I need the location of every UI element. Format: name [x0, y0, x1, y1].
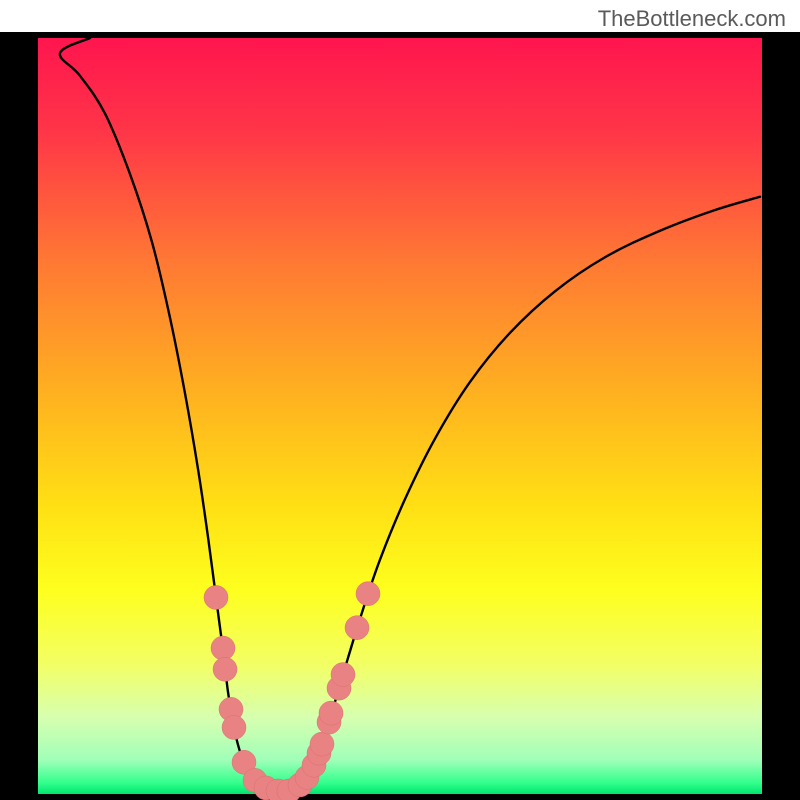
curve-marker: [319, 701, 343, 725]
curve-marker: [211, 636, 235, 660]
curve-marker: [204, 585, 228, 609]
curve-marker: [222, 715, 246, 739]
curve-marker: [310, 732, 334, 756]
curve-marker: [213, 657, 237, 681]
bottleneck-curve-chart: [0, 0, 800, 800]
curve-marker: [331, 663, 355, 687]
watermark-text: TheBottleneck.com: [598, 6, 786, 32]
chart-container: TheBottleneck.com: [0, 0, 800, 800]
chart-plot-area: [38, 38, 762, 794]
curve-marker: [356, 582, 380, 606]
curve-marker: [345, 616, 369, 640]
